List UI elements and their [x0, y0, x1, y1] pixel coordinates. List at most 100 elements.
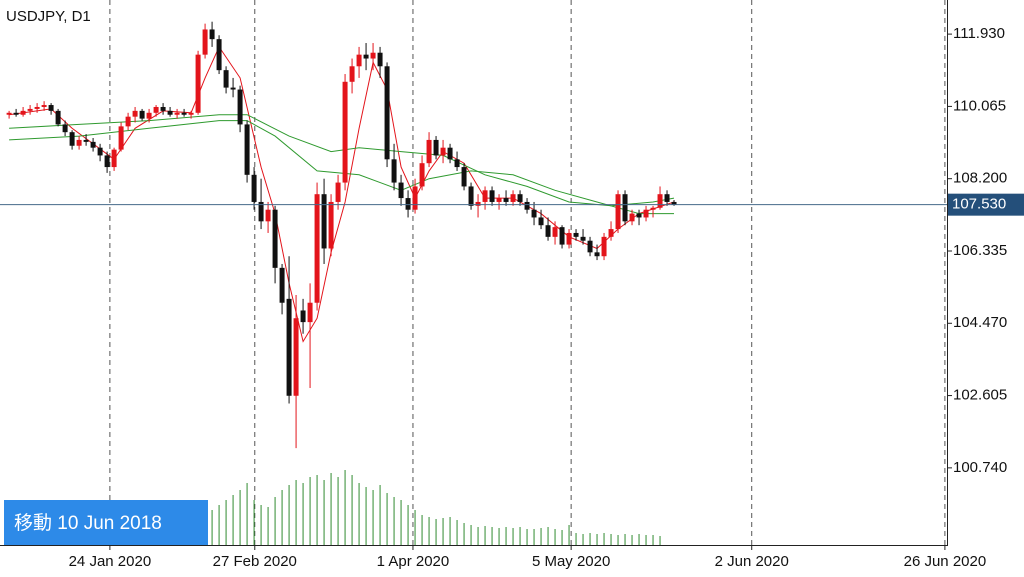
candle-body — [601, 236, 607, 257]
candle-body — [125, 116, 131, 127]
moving-average — [9, 120, 674, 215]
candle-body — [146, 112, 152, 119]
last-price-label: 107.530 — [952, 196, 1006, 213]
candle-body — [188, 112, 194, 115]
candle-body — [342, 81, 348, 183]
candle-body — [636, 213, 642, 218]
candle-body — [279, 267, 285, 303]
x-tick-label: 26 Jun 2020 — [904, 553, 987, 570]
candle-body — [181, 112, 187, 115]
candle-body — [440, 147, 446, 156]
candle-body — [426, 139, 432, 164]
candle-body — [447, 147, 453, 160]
candle-body — [524, 201, 530, 210]
candle-body — [111, 149, 117, 168]
candle-body — [167, 110, 173, 115]
candle-body — [6, 112, 12, 115]
candle-body — [545, 225, 551, 237]
candle-body — [412, 186, 418, 210]
candle-body — [475, 201, 481, 206]
candle-body — [132, 110, 138, 117]
candle-body — [13, 112, 19, 115]
candle-body — [384, 66, 390, 160]
button-bg[interactable] — [4, 500, 208, 545]
y-tick-label: 106.335 — [953, 242, 1007, 259]
axes: 111.930 110.065 108.200 106.335 104.470 102.6… — [0, 0, 1007, 570]
candle-body — [153, 106, 159, 113]
candle-body — [510, 194, 516, 202]
candle-body — [349, 66, 355, 82]
candle-body — [531, 209, 537, 218]
button-label[interactable]: 移動 10 Jun 2018 — [14, 512, 162, 534]
candle-body — [615, 194, 621, 230]
last-price-box — [948, 193, 1024, 216]
candle-body — [265, 209, 271, 222]
candle-body — [20, 110, 26, 115]
candle-body — [356, 54, 362, 67]
candle-body — [286, 298, 292, 396]
candle-body — [573, 232, 579, 237]
x-tick-label: 2 Jun 2020 — [715, 553, 789, 570]
chart-title: USDJPY, D1 — [6, 8, 91, 25]
candle-body — [489, 190, 495, 202]
candle-body — [244, 124, 250, 175]
x-tick-label: 1 Apr 2020 — [377, 553, 450, 570]
candle-body — [321, 194, 327, 249]
candle-body — [76, 139, 82, 146]
candle-body — [83, 139, 89, 142]
candle-body — [34, 106, 40, 109]
candle-body — [363, 54, 369, 59]
candle-body — [174, 112, 180, 115]
candle-body — [391, 159, 397, 183]
candle-body — [433, 139, 439, 156]
candle-body — [160, 106, 166, 111]
candle-body — [503, 198, 509, 202]
candle-body — [608, 229, 614, 237]
candle-body — [209, 29, 215, 40]
x-tick-label: 24 Jan 2020 — [69, 553, 152, 570]
y-tick-label: 108.200 — [953, 170, 1007, 187]
candle-body — [496, 198, 502, 202]
candle-body — [69, 132, 75, 146]
y-tick-label: 102.605 — [953, 387, 1007, 404]
candle-body — [566, 232, 572, 245]
candle-body — [307, 302, 313, 323]
volume — [204, 470, 661, 545]
candle-body — [300, 310, 306, 323]
candle-body — [216, 39, 222, 71]
candle-body — [237, 89, 243, 125]
candle-body — [335, 182, 341, 202]
grid — [109, 0, 946, 545]
candle-body — [251, 174, 257, 202]
candle-body — [468, 186, 474, 206]
candle-body — [293, 318, 299, 396]
candle-body — [629, 213, 635, 222]
candle-body — [398, 182, 404, 199]
candle-body — [223, 70, 229, 88]
candle-body — [41, 105, 47, 107]
candle-body — [538, 217, 544, 226]
candle-body — [671, 201, 677, 205]
candle-body — [587, 240, 593, 253]
goto-button[interactable]: 移動 10 Jun 2018 — [4, 500, 208, 545]
candle-body — [62, 124, 68, 133]
candle-body — [461, 167, 467, 187]
candle-body — [272, 209, 278, 268]
x-tick-label: 27 Feb 2020 — [213, 553, 297, 570]
candle-body — [377, 52, 383, 67]
candle-body — [370, 52, 376, 59]
candle-body — [580, 236, 586, 241]
candle-body — [328, 201, 334, 249]
candle-body — [419, 163, 425, 187]
candles — [6, 21, 677, 449]
y-tick-label: 111.930 — [953, 25, 1005, 42]
candle-body — [90, 141, 96, 148]
candle-body — [48, 105, 54, 111]
y-tick-label: 100.740 — [953, 459, 1007, 476]
candle-body — [482, 190, 488, 202]
candle-body — [664, 194, 670, 202]
candle-body — [552, 227, 558, 237]
x-tick-label: 5 May 2020 — [532, 553, 610, 570]
y-tick-label: 104.470 — [953, 314, 1007, 331]
candle-body — [643, 209, 649, 218]
